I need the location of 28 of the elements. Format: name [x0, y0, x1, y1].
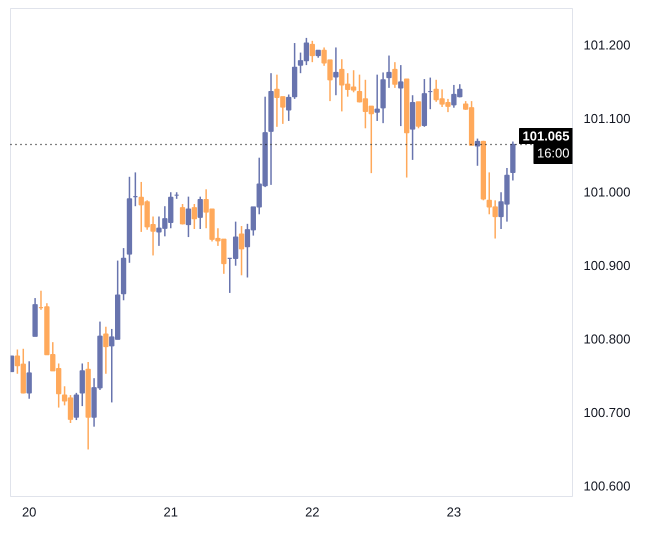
y-tick-label: 101.200 [584, 38, 630, 53]
candlestick [374, 74, 380, 122]
candlestick [103, 326, 109, 375]
candlestick [26, 360, 32, 400]
y-tick-label: 100.700 [584, 405, 630, 420]
candlestick [386, 54, 392, 89]
candlestick [238, 225, 244, 276]
x-tick-label: 20 [22, 504, 36, 520]
candlestick [333, 46, 339, 96]
candlestick [310, 40, 315, 63]
candlestick [180, 203, 186, 226]
x-tick-label: 23 [446, 504, 462, 520]
y-tick-label: 101.000 [584, 184, 630, 200]
y-tick-label: 101.100 [584, 111, 630, 126]
candlestick [80, 362, 85, 407]
candlestick [186, 196, 192, 238]
y-tick-label: 100.600 [584, 478, 630, 494]
y-tick-label: 100.900 [584, 258, 630, 274]
candlestick [192, 203, 198, 230]
ref-line-label: 101.065 16:00 [522, 128, 570, 160]
x-tick-label: 22 [305, 504, 320, 520]
candlestick [474, 138, 480, 167]
y-tick-label: 100.800 [584, 332, 630, 347]
x-tick-label: 21 [164, 504, 178, 520]
candlestick [74, 392, 80, 421]
candlestick [392, 61, 398, 89]
candlestick [198, 196, 203, 230]
candlestick [398, 64, 404, 127]
